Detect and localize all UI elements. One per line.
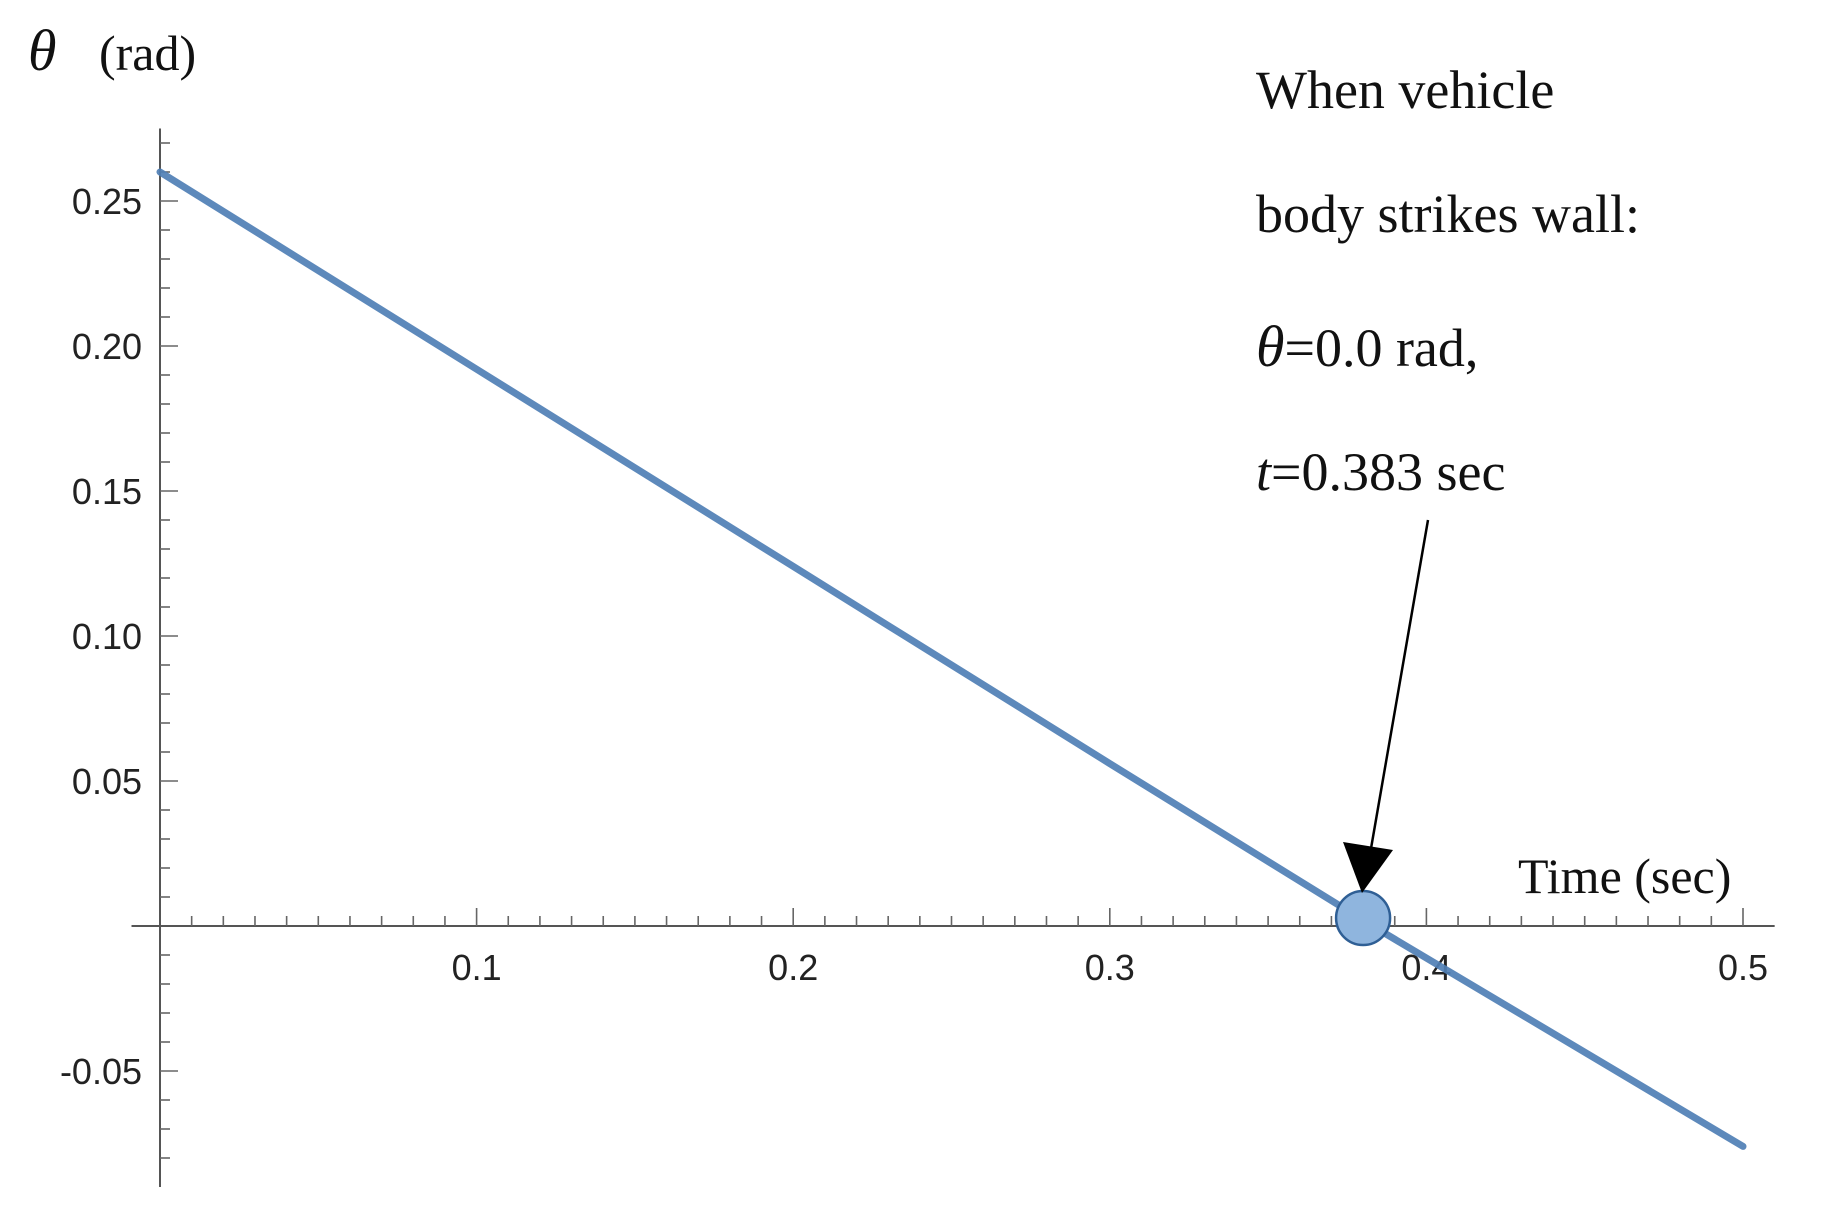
- y-tick-label: 0.10: [72, 616, 142, 657]
- y-tick-label: -0.05: [60, 1051, 142, 1092]
- series-layer: [156, 168, 1747, 1150]
- axes: [131, 128, 1775, 1187]
- y-tick-label: 0.20: [72, 326, 142, 367]
- x-tick-label: 0.5: [1718, 947, 1768, 988]
- x-tick-label: 0.3: [1085, 947, 1135, 988]
- ticks: 0.1 0.2 0.3 0.4 0.5-0.050.050.100.150.200.25: [60, 142, 1768, 1159]
- annotation-line-1: When vehicle: [1256, 60, 1554, 120]
- x-axis-title: Time (sec): [1518, 848, 1731, 904]
- annotation-theta-symbol: θ: [1256, 314, 1285, 379]
- x-tick-label: 0.1: [452, 947, 502, 988]
- annotation-line-4: t=0.383 sec: [1256, 442, 1505, 502]
- impact-marker: [1334, 889, 1392, 947]
- annotation-arrowhead: [1343, 842, 1393, 893]
- annotation-line-3: θ=0.0 rad,: [1256, 314, 1478, 379]
- y-axis-title: θ (rad): [28, 18, 196, 83]
- annotation-t-symbol: t: [1256, 442, 1273, 502]
- annotation-t-value: =0.383 sec: [1271, 442, 1505, 502]
- x-tick-label: 0.2: [768, 947, 818, 988]
- y-tick-label: 0.25: [72, 181, 142, 222]
- y-tick-label: 0.05: [72, 761, 142, 802]
- annotation: When vehicle body strikes wall: θ=0.0 ra…: [1256, 60, 1640, 893]
- y-axis-unit: (rad): [99, 25, 196, 81]
- series-line: [156, 168, 1747, 1150]
- annotation-theta-value: =0.0 rad,: [1285, 318, 1479, 378]
- annotation-line-2: body strikes wall:: [1256, 184, 1640, 244]
- annotation-arrow: [1367, 519, 1430, 861]
- y-axis-symbol: θ: [28, 18, 57, 83]
- y-tick-label: 0.15: [72, 471, 142, 512]
